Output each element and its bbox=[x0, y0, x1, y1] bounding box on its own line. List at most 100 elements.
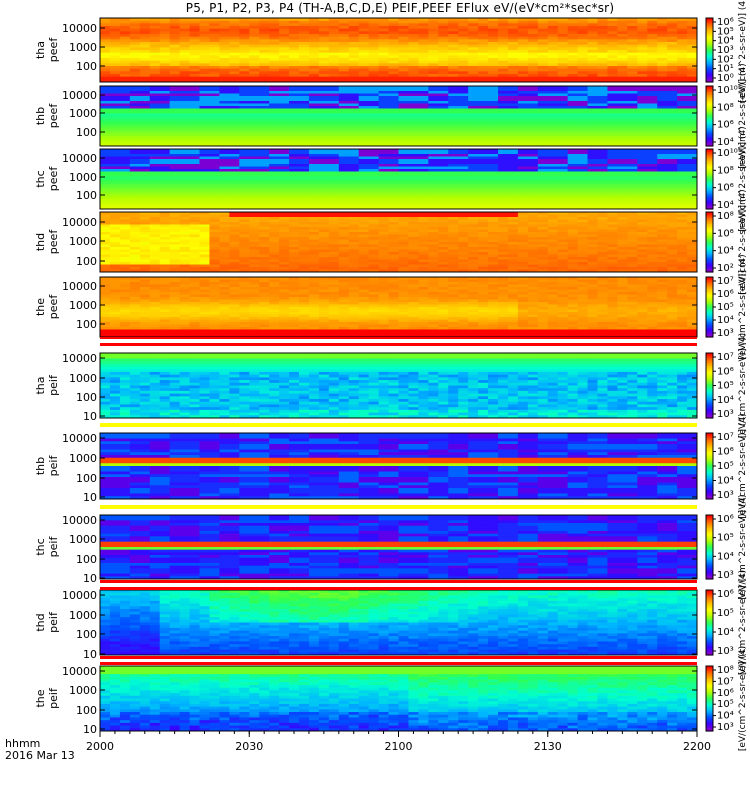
colorbar-tick-label: 10² bbox=[717, 263, 734, 274]
spectrogram-panel: 10000 1000 100 thb peef 10¹⁰ 10⁸ 10⁶ 10⁴ [eV/(cm^… bbox=[34, 63, 748, 168]
y-tick-label: 1000 bbox=[69, 299, 97, 312]
colorbar-tick-label: 10⁷ bbox=[717, 432, 734, 443]
data-gap-stripe bbox=[100, 587, 697, 590]
colorbar-tick-label: 10⁵ bbox=[717, 381, 734, 392]
colorbar-tick-label: 10⁸ bbox=[717, 102, 734, 113]
data-gap-stripe bbox=[100, 659, 697, 662]
colorbar-tick-label: 10⁵ bbox=[717, 533, 734, 544]
colorbar-tick-label: 10² bbox=[717, 54, 734, 65]
colorbar-tick-label: 10⁶ bbox=[717, 120, 734, 131]
spectrogram-panel: 10000 1000 100 thd peef 10⁸ 10⁶ 10⁴ 10² [eV/(cm^2… bbox=[34, 189, 748, 294]
y-tick-label: 100 bbox=[76, 628, 97, 641]
colorbar-tick-label: 10⁸ bbox=[717, 165, 734, 176]
spectrogram-panel: 10000 1000 100 10 thb peif 10⁷ 10⁶ 10⁵ 10⁴ 10³ [eV/… bbox=[34, 413, 748, 518]
colorbar-unit-label: [eV/(cm^2-s-sr-eV)] (4) bbox=[738, 126, 748, 231]
colorbar-tick-label: 10⁴ bbox=[717, 476, 734, 487]
colorbar-tick-label: 10⁸ bbox=[717, 211, 734, 222]
colorbar-tick-label: 10¹⁰ bbox=[717, 148, 738, 159]
colorbar-tick-label: 10⁵ bbox=[717, 608, 734, 619]
panel-label-quantity: peif bbox=[47, 687, 60, 709]
plot-title: P5, P1, P2, P3, P4 (TH-A,B,C,D,E) PEIF,P… bbox=[185, 1, 615, 15]
y-tick-label: 10 bbox=[83, 723, 97, 736]
x-tick-label: 2030 bbox=[235, 740, 263, 753]
panel-label-quantity: peef bbox=[47, 37, 60, 63]
spectrogram-panel: 10000 1000 100 tha peef 10⁶10⁵10⁴10³10²10¹10⁰… bbox=[34, 0, 748, 103]
colorbar-unit-label: [eV/(cm^2-s-sr-eV)] (4) bbox=[738, 413, 748, 518]
colorbar-tick-label: 10⁶ bbox=[717, 589, 734, 600]
panel-label-quantity: peef bbox=[47, 166, 60, 192]
y-tick-label: 1000 bbox=[69, 684, 97, 697]
colorbar-tick-label: 10⁵ bbox=[717, 26, 734, 37]
y-tick-label: 10 bbox=[83, 572, 97, 585]
y-tick-label: 10000 bbox=[62, 665, 97, 678]
colorbar-tick-label: 10¹⁰ bbox=[717, 85, 738, 96]
spectrogram-panel: 10000 1000 100 10 thc peif 10⁶ 10⁵ 10⁴ 10³ [eV/(cm… bbox=[34, 494, 748, 599]
panel-label-quantity: peif bbox=[47, 536, 60, 558]
colorbar-tick-label: 10³ bbox=[717, 409, 734, 420]
y-tick-label: 100 bbox=[76, 704, 97, 717]
colorbar-unit-label: [eV/(cm^2-s-sr-eV)] (4) bbox=[738, 63, 748, 168]
panel-frame bbox=[99, 514, 698, 580]
colorbar-tick-label: 10³ bbox=[717, 646, 734, 657]
y-tick-label: 10000 bbox=[62, 216, 97, 229]
data-gap-stripe bbox=[100, 580, 697, 583]
y-tick-label: 10000 bbox=[62, 514, 97, 527]
colorbar-frame bbox=[705, 211, 714, 273]
y-tick-label: 100 bbox=[76, 126, 97, 139]
y-tick-label: 100 bbox=[76, 189, 97, 202]
colorbar-tick-label: 10⁶ bbox=[717, 17, 734, 28]
y-tick-label: 1000 bbox=[69, 41, 97, 54]
y-tick-label: 10 bbox=[83, 648, 97, 661]
colorbar-tick-label: 10⁷ bbox=[717, 676, 734, 687]
panel-label-quantity: peef bbox=[47, 229, 60, 255]
y-tick-label: 1000 bbox=[69, 171, 97, 184]
colorbar-unit-label: [eV/(cm^2-s-sr-eV)] (4) bbox=[738, 646, 748, 751]
panel-frame bbox=[99, 148, 698, 210]
panel-label-probe: thd bbox=[34, 233, 47, 251]
y-tick-label: 10000 bbox=[62, 89, 97, 102]
colorbar-tick-label: 10⁷ bbox=[717, 276, 734, 287]
colorbar-tick-label: 10⁶ bbox=[717, 228, 734, 239]
panel-label-probe: thb bbox=[34, 107, 47, 125]
colorbar-tick-label: 10⁶ bbox=[717, 183, 734, 194]
data-gap-stripe bbox=[100, 656, 697, 659]
colorbar-tick-label: 10⁵ bbox=[717, 699, 734, 710]
y-tick-label: 100 bbox=[76, 391, 97, 404]
y-tick-label: 1000 bbox=[69, 609, 97, 622]
spectrogram-panel: 10000 1000 100 10 thd peif 10⁶ 10⁵ 10⁴ 10³ [eV/(cm… bbox=[34, 570, 748, 675]
colorbar-tick-label: 10⁴ bbox=[717, 627, 734, 638]
y-tick-label: 10000 bbox=[62, 432, 97, 445]
colorbar-tick-label: 10⁶ bbox=[717, 514, 734, 525]
panel-label-quantity: peif bbox=[47, 455, 60, 477]
colorbar-tick-label: 10⁶ bbox=[717, 289, 734, 300]
y-tick-label: 100 bbox=[76, 553, 97, 566]
panel-label-probe: tha bbox=[34, 41, 47, 59]
colorbar-tick-label: 10⁰ bbox=[717, 73, 734, 84]
colorbar-tick-label: 10⁴ bbox=[717, 315, 734, 326]
y-tick-label: 1000 bbox=[69, 372, 97, 385]
colorbar-tick-label: 10⁴ bbox=[717, 246, 734, 257]
y-tick-label: 1000 bbox=[69, 235, 97, 248]
panel-frame bbox=[99, 17, 698, 83]
data-gap-stripe bbox=[100, 343, 697, 346]
panel-label-probe: thb bbox=[34, 457, 47, 475]
colorbar-unit-label: [eV/(cm^2-s-sr-eV)] (4) bbox=[738, 254, 748, 359]
colorbar-unit-label: [eV/(cm^2-s-sr-eV)] (4) bbox=[738, 570, 748, 675]
y-tick-label: 1000 bbox=[69, 452, 97, 465]
colorbar-unit-label: [eV/(cm^2-s-sr-eV)] (4) bbox=[738, 494, 748, 599]
x-tick-label: 2200 bbox=[683, 740, 711, 753]
panel-label-probe: the bbox=[34, 298, 47, 316]
colorbar-frame bbox=[705, 85, 714, 147]
colorbar-tick-label: 10⁵ bbox=[717, 302, 734, 313]
y-tick-label: 10000 bbox=[62, 152, 97, 165]
colorbar-frame bbox=[705, 589, 714, 656]
colorbar-tick-label: 10⁴ bbox=[717, 200, 734, 211]
colorbar-tick-label: 10³ bbox=[717, 722, 734, 733]
panel-label-quantity: peef bbox=[47, 294, 60, 320]
colorbar-unit-label: [eV/(cm^2-s-sr-eV)] (4) bbox=[738, 189, 748, 294]
colorbar-tick-label: 10⁴ bbox=[717, 551, 734, 562]
colorbar-unit-label: [eV/(cm^2-s-sr-eV)] (4) bbox=[738, 0, 748, 103]
panel-label-quantity: peif bbox=[47, 611, 60, 633]
data-gap-stripe bbox=[100, 583, 697, 587]
